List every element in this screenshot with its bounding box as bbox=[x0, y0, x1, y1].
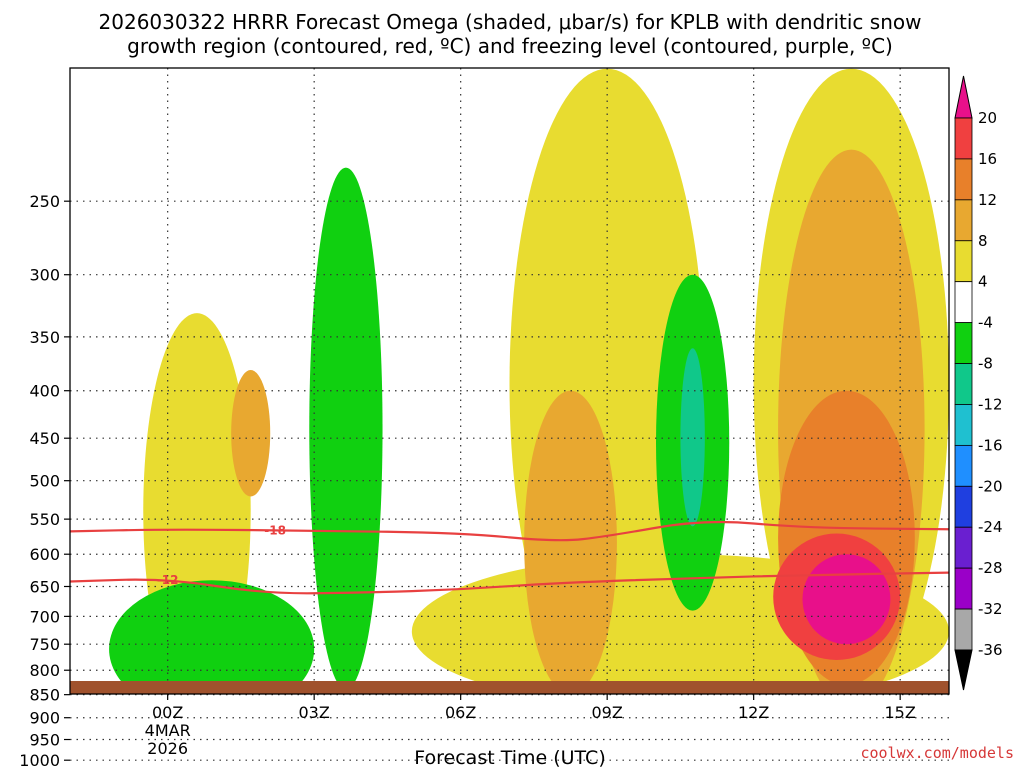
x-tick-label: 03Z bbox=[299, 703, 330, 722]
colorbar-band bbox=[954, 322, 973, 364]
x-tick-label: 06Z bbox=[445, 703, 476, 722]
contour-line bbox=[70, 520, 949, 542]
omega-region-negative bbox=[109, 580, 315, 694]
chart-title-line1: 2026030322 HRRR Forecast Omega (shaded, … bbox=[99, 10, 922, 34]
x-tick-date-label: 4MAR bbox=[145, 721, 191, 740]
contour-label-bg bbox=[694, 741, 716, 755]
y-tick-label: 650 bbox=[29, 577, 60, 596]
colorbar-band bbox=[954, 485, 973, 528]
colorbar-band bbox=[954, 567, 973, 610]
y-tick-label: 500 bbox=[29, 472, 60, 491]
colorbar-band bbox=[954, 444, 973, 487]
y-tick-label: 450 bbox=[29, 429, 60, 448]
terrain-strip bbox=[70, 681, 949, 694]
y-tick-label: 600 bbox=[29, 545, 60, 564]
colorbar-label: -20 bbox=[978, 477, 1003, 495]
omega-region-positive bbox=[231, 370, 271, 497]
colorbar-label: 20 bbox=[978, 109, 997, 127]
omega-region-negative bbox=[680, 348, 705, 527]
x-tick-label: 09Z bbox=[592, 703, 623, 722]
colorbar-label: 4 bbox=[978, 273, 988, 291]
colorbar-band bbox=[954, 281, 973, 324]
colorbar-band bbox=[954, 608, 973, 651]
x-tick-label: 12Z bbox=[738, 703, 769, 722]
colorbar-label: 12 bbox=[978, 191, 997, 209]
contour-label: 0 bbox=[652, 756, 660, 768]
omega-region-positive bbox=[802, 554, 891, 645]
y-tick-label: 850 bbox=[29, 686, 60, 705]
chart-title-line2: growth region (contoured, red, ºC) and f… bbox=[127, 34, 893, 58]
plot-frame bbox=[69, 67, 950, 695]
y-tick-label: 800 bbox=[29, 661, 60, 680]
y-tick-label: 400 bbox=[29, 382, 60, 401]
y-tick-label: 900 bbox=[29, 709, 60, 728]
colorbar-label: -4 bbox=[978, 314, 993, 332]
contour-label: -12 bbox=[157, 573, 179, 587]
y-tick-label: 750 bbox=[29, 635, 60, 654]
x-tick-label: 00Z bbox=[152, 703, 183, 722]
colorbar-label: -24 bbox=[978, 518, 1003, 536]
y-axis: 250 300 350 400 450 500 550 600 650 700 750 800 850 9… bbox=[19, 192, 70, 768]
colorbar-label: 8 bbox=[978, 232, 988, 250]
contour-label: -18 bbox=[264, 524, 286, 538]
colorbar: 20 16 12 8 4 -4 -8 -12 -16 -20 -24 -28 -32 -36 bbox=[954, 75, 1003, 691]
colorbar-label: -36 bbox=[978, 641, 1003, 659]
colorbar-band bbox=[954, 199, 973, 242]
y-tick-label: 700 bbox=[29, 607, 60, 626]
contour-label-bg bbox=[645, 756, 667, 768]
x-tick-date-label: 2026 bbox=[147, 739, 188, 758]
contour-label: 0 bbox=[701, 741, 709, 755]
y-tick-label: 300 bbox=[29, 266, 60, 285]
colorbar-band bbox=[954, 526, 973, 569]
y-tick-label: 1000 bbox=[19, 751, 60, 768]
colorbar-label: 16 bbox=[978, 150, 997, 168]
contour-label-bg bbox=[792, 715, 814, 729]
contour-line bbox=[70, 571, 949, 595]
omega-region-negative bbox=[309, 167, 383, 690]
x-tick-label: 15Z bbox=[885, 703, 916, 722]
colorbar-label: -28 bbox=[978, 559, 1003, 577]
colorbar-band bbox=[954, 240, 973, 283]
colorbar-band bbox=[954, 404, 973, 446]
omega-shading bbox=[109, 68, 949, 694]
colorbar-label: -16 bbox=[978, 436, 1003, 454]
omega-region-positive bbox=[524, 390, 617, 694]
colorbar-band bbox=[954, 158, 973, 201]
grid-lines bbox=[70, 68, 949, 761]
y-tick-label: 950 bbox=[29, 731, 60, 750]
x-axis-title: Forecast Time (UTC) bbox=[414, 747, 605, 768]
colorbar-band bbox=[954, 363, 973, 405]
y-tick-label: 250 bbox=[29, 192, 60, 211]
y-tick-label: 350 bbox=[29, 328, 60, 347]
credit-text: coolwx.com/models bbox=[860, 744, 1014, 762]
colorbar-label: -32 bbox=[978, 600, 1003, 618]
colorbar-label: -12 bbox=[978, 395, 1003, 413]
colorbar-label: -8 bbox=[978, 355, 993, 373]
colorbar-arrow-top bbox=[954, 75, 973, 119]
colorbar-arrow-bottom bbox=[954, 649, 973, 691]
colorbar-band bbox=[954, 117, 973, 160]
y-tick-label: 550 bbox=[29, 510, 60, 529]
